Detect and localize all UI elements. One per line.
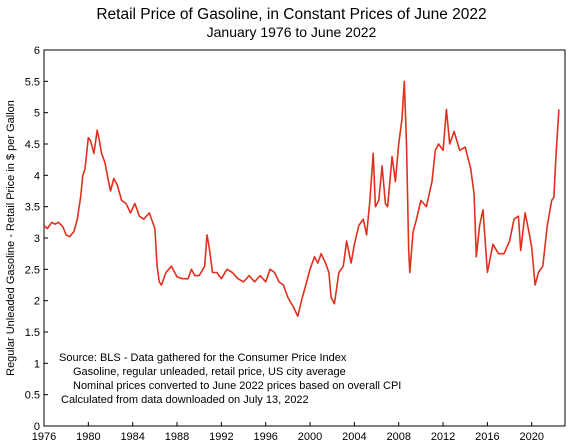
y-tick-label: 1.5 (25, 327, 40, 339)
source-note-3: Nominal prices converted to June 2022 pr… (73, 380, 401, 392)
x-tick-label: 1976 (32, 431, 56, 443)
chart-title: Retail Price of Gasoline, in Constant Pr… (96, 6, 487, 23)
x-tick-label: 1996 (253, 431, 277, 443)
y-axis-label: Regular Unleaded Gasoline - Retail Price… (5, 100, 17, 376)
x-tick-label: 1992 (209, 431, 233, 443)
y-tick-label: 2 (34, 296, 40, 308)
y-tick-label: 4.5 (25, 139, 40, 151)
axis-ticks: 0 0.5 1 1.5 2 2.5 3 3.5 4 4.5 5 5.5 6 1976 1980 1984 198… (25, 45, 544, 443)
x-tick-label: 2008 (386, 431, 410, 443)
y-tick-label: 2.5 (25, 264, 40, 276)
y-tick-label: 6 (34, 45, 40, 57)
y-tick-label: 5.5 (25, 76, 40, 88)
x-tick-label: 1980 (76, 431, 100, 443)
y-tick-label: 0 (34, 421, 40, 433)
x-tick-label: 2012 (431, 431, 455, 443)
y-tick-label: 0.5 (25, 390, 40, 402)
series-layer (43, 80, 560, 318)
y-tick-label: 4 (34, 170, 40, 182)
x-tick-label: 2016 (475, 431, 499, 443)
x-tick-label: 2004 (342, 431, 366, 443)
x-tick-label: 1988 (165, 431, 189, 443)
source-note-1: Source: BLS - Data gathered for the Cons… (59, 352, 347, 364)
chart-subtitle: January 1976 to June 2022 (206, 24, 377, 40)
source-note-2: Gasoline, regular unleaded, retail price… (73, 366, 346, 378)
y-tick-label: 3.5 (25, 202, 40, 214)
y-tick-label: 1 (34, 358, 40, 370)
x-tick-label: 2000 (298, 431, 322, 443)
source-notes: Source: BLS - Data gathered for the Cons… (59, 352, 401, 406)
x-tick-label: 2020 (520, 431, 544, 443)
x-tick-label: 1984 (120, 431, 144, 443)
y-tick-label: 3 (34, 233, 40, 245)
source-note-4: Calculated from data downloaded on July … (61, 394, 309, 406)
y-tick-label: 5 (34, 108, 40, 120)
series-line-gasoline-price (43, 80, 560, 318)
